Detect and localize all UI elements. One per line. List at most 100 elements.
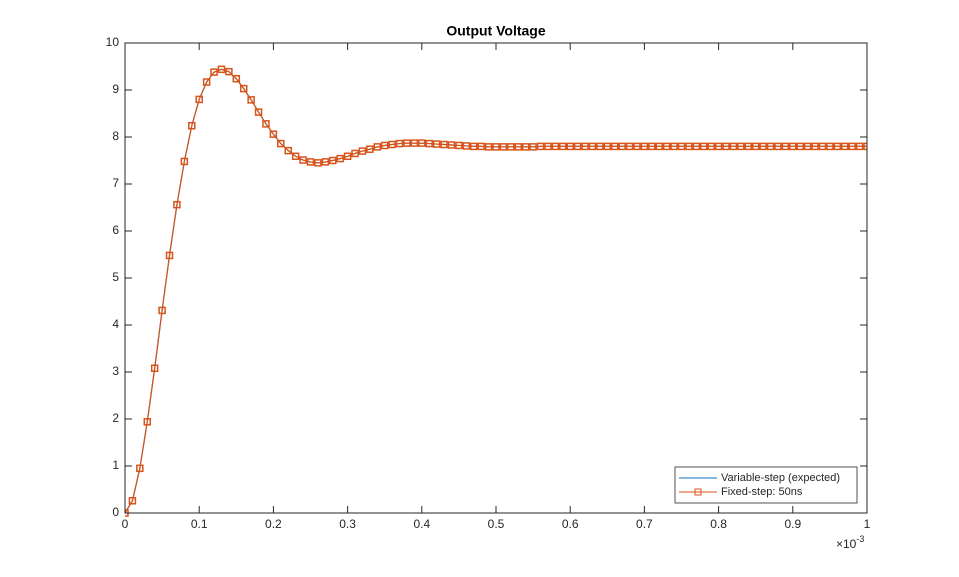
marker	[737, 142, 745, 151]
marker	[469, 142, 478, 151]
marker	[640, 142, 649, 151]
x-multiplier-base: ×10	[836, 537, 857, 551]
marker	[848, 142, 856, 151]
marker	[670, 142, 678, 151]
marker	[840, 142, 849, 151]
marker	[284, 146, 292, 155]
marker	[492, 143, 500, 151]
marker	[677, 142, 686, 151]
marker	[225, 67, 233, 76]
marker	[314, 159, 322, 167]
marker	[425, 139, 433, 148]
marker	[128, 497, 137, 505]
marker	[440, 140, 448, 149]
marker	[306, 158, 315, 166]
series-group	[125, 65, 867, 517]
plot-area	[125, 43, 867, 513]
marker	[173, 200, 181, 209]
marker	[455, 141, 463, 150]
marker	[366, 145, 374, 153]
marker	[596, 142, 604, 151]
marker	[826, 142, 834, 151]
x-tick-label: 0	[122, 517, 129, 531]
marker	[291, 152, 300, 161]
x-tick-label: 0.1	[191, 517, 208, 531]
marker	[299, 156, 307, 164]
marker	[818, 142, 827, 151]
marker	[700, 142, 708, 151]
marker	[514, 143, 523, 151]
legend-marker	[694, 488, 702, 496]
y-tick-label: 5	[112, 270, 119, 284]
legend-box	[674, 466, 858, 504]
marker	[247, 96, 255, 104]
marker	[202, 78, 211, 86]
x-tick-label: 0.6	[562, 517, 579, 531]
marker	[358, 147, 367, 155]
marker	[692, 142, 701, 151]
marker	[239, 84, 248, 93]
x-tick-label: 0.4	[413, 517, 430, 531]
y-tick-label: 9	[112, 82, 119, 96]
marker	[729, 142, 738, 151]
marker	[195, 95, 203, 104]
marker	[662, 142, 671, 151]
marker	[210, 68, 218, 76]
marker	[321, 158, 330, 166]
marker	[180, 157, 189, 166]
y-tick-label: 1	[112, 458, 119, 472]
y-tick-label: 7	[112, 176, 119, 190]
marker	[136, 464, 144, 473]
legend-label: Variable-step (expected)	[721, 472, 840, 484]
x-multiplier-power: -3	[856, 534, 864, 544]
marker	[329, 156, 337, 165]
marker	[277, 139, 285, 148]
marker	[766, 142, 775, 151]
marker	[254, 108, 263, 116]
y-tick-label: 8	[112, 129, 119, 143]
marker	[536, 142, 545, 151]
marker	[418, 139, 426, 147]
marker	[521, 143, 530, 151]
marker	[863, 142, 867, 151]
marker	[855, 142, 864, 151]
marker	[781, 142, 790, 151]
marker	[655, 142, 663, 151]
marker	[351, 149, 359, 158]
marker	[336, 154, 344, 163]
marker	[833, 142, 842, 151]
marker	[759, 142, 767, 151]
marker	[811, 142, 819, 151]
marker	[507, 143, 515, 151]
x-tick-label: 0.7	[636, 517, 653, 531]
marker	[618, 142, 626, 151]
y-tick-label: 6	[112, 223, 119, 237]
marker	[551, 142, 560, 151]
y-tick-label: 3	[112, 364, 119, 378]
x-tick-label: 0.5	[488, 517, 505, 531]
marker	[343, 152, 352, 161]
marker	[217, 65, 226, 74]
marker	[714, 142, 723, 151]
marker	[165, 251, 174, 260]
y-tick-label: 4	[112, 317, 119, 331]
marker	[803, 142, 812, 151]
marker	[625, 142, 634, 151]
marker	[143, 418, 152, 426]
marker	[610, 142, 619, 151]
marker	[262, 120, 270, 128]
marker	[269, 130, 278, 138]
marker	[751, 142, 760, 151]
marker	[588, 142, 597, 151]
x-tick-label: 0.8	[710, 517, 727, 531]
marker	[373, 143, 382, 151]
marker	[685, 142, 693, 151]
marker	[603, 142, 612, 151]
marker	[484, 143, 493, 151]
marker	[232, 74, 241, 83]
x-tick-label: 0.2	[265, 517, 282, 531]
marker	[707, 142, 715, 151]
marker	[447, 141, 456, 149]
marker	[789, 142, 797, 151]
